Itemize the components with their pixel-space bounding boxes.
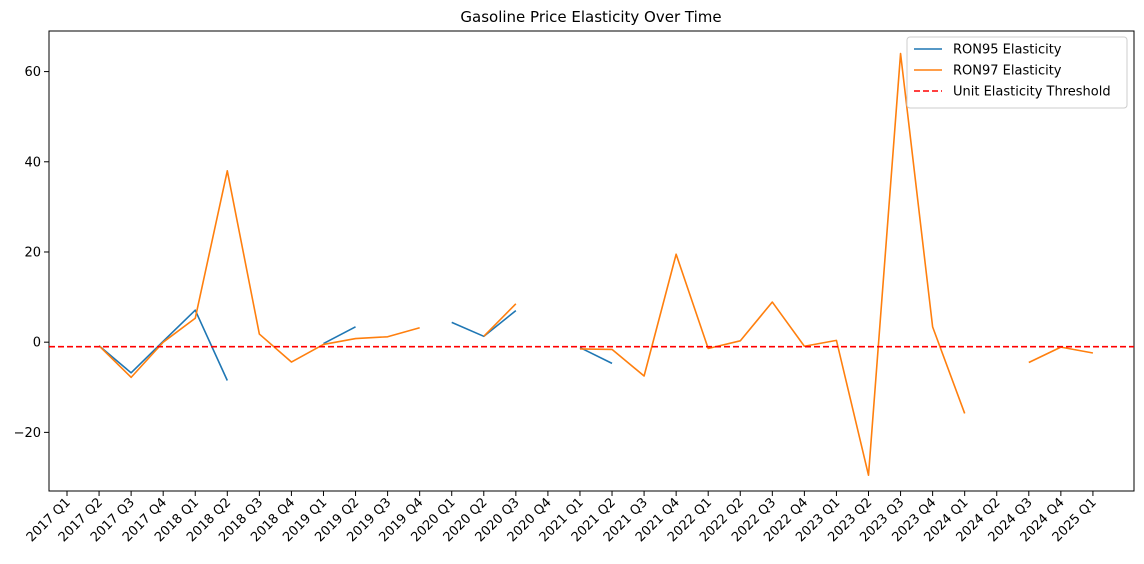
series-line-segment [98, 170, 420, 379]
y-tick-label: 40 [24, 155, 41, 170]
y-tick-label: 20 [24, 245, 41, 260]
legend-label: Unit Elasticity Threshold [953, 85, 1111, 100]
legend-box [906, 36, 1128, 109]
series-0 [98, 309, 613, 381]
series-line-segment [1028, 346, 1094, 364]
legend: RON95 Elasticity RON97 Elasticity Unit Ela… [906, 36, 1128, 109]
plot-frame [48, 30, 1135, 492]
series-line-segment [579, 52, 966, 477]
chart-title: Gasoline Price Elasticity Over Time [460, 8, 721, 26]
y-axis: −20 0 20 40 60 [14, 65, 49, 441]
y-tick-label: 60 [24, 65, 41, 80]
series-line-segment [579, 346, 613, 365]
series-layer [49, 52, 1134, 477]
series-line-segment [483, 303, 517, 337]
legend-label: RON95 Elasticity [953, 43, 1062, 58]
series-1 [98, 52, 1094, 477]
series-line-segment [323, 326, 356, 345]
series-line-segment [98, 309, 229, 381]
legend-label: RON97 Elasticity [953, 64, 1062, 79]
y-tick-label: −20 [14, 426, 41, 441]
y-tick-label: 0 [33, 336, 41, 351]
